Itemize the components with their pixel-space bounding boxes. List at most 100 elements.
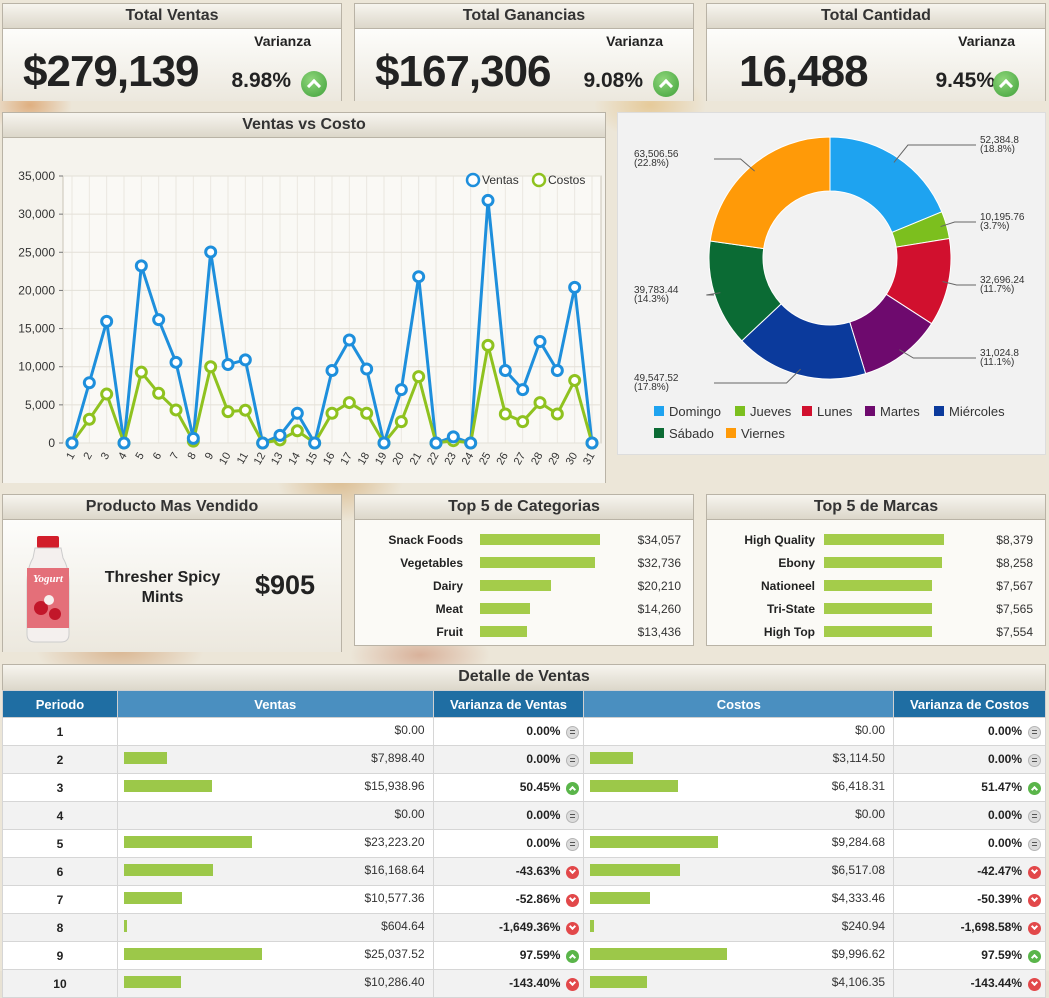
data-point-ventas bbox=[412, 270, 426, 284]
data-point-ventas bbox=[221, 358, 235, 372]
varianza-ventas-value: -43.63% bbox=[515, 864, 561, 879]
costos-bar bbox=[590, 752, 634, 764]
x-tick-label: 15 bbox=[304, 451, 321, 468]
data-point-costos bbox=[100, 387, 114, 401]
donut-pct-label: (17.8%) bbox=[634, 382, 669, 393]
ventas-amount: $10,286.40 bbox=[364, 975, 425, 989]
kpi-title: Total Ganancias bbox=[355, 4, 693, 29]
x-tick-label: 4 bbox=[116, 451, 129, 462]
x-tick-label: 14 bbox=[286, 451, 303, 468]
top5-name: Fruit bbox=[436, 625, 463, 639]
ventas-bar bbox=[123, 920, 128, 932]
varianza-costos-value: 97.59% bbox=[981, 948, 1022, 963]
data-point-costos bbox=[516, 415, 530, 429]
arrow-up-icon bbox=[301, 71, 327, 97]
varianza-ventas-value: 0.00% bbox=[526, 808, 561, 823]
varianza-ventas-value: 97.59% bbox=[519, 948, 561, 963]
equal-icon bbox=[1028, 809, 1041, 823]
x-tick-label: 9 bbox=[203, 451, 216, 462]
top5-row: Meat $14,260 bbox=[355, 599, 693, 619]
equal-icon bbox=[1028, 837, 1041, 851]
varianza-costos-value: 51.47% bbox=[981, 780, 1022, 795]
equal-icon bbox=[566, 753, 580, 767]
top-categories-title: Top 5 de Categorias bbox=[355, 495, 693, 520]
top-brands-title: Top 5 de Marcas bbox=[707, 495, 1045, 520]
top-product-title: Producto Mas Vendido bbox=[3, 495, 341, 520]
table-row[interactable]: 2 $7,898.40 0.00% $3,114.50 0.00% bbox=[2, 745, 1046, 774]
data-point-costos bbox=[221, 405, 235, 419]
x-tick-label: 31 bbox=[581, 451, 598, 468]
header-ventas[interactable]: Ventas bbox=[116, 690, 434, 718]
header-varianza-costos[interactable]: Varianza de Costos bbox=[893, 690, 1046, 718]
table-row[interactable]: 8 $604.64 -1,649.36% $240.94 -1,698.58% bbox=[2, 913, 1046, 942]
data-point-costos bbox=[481, 338, 495, 352]
varianza-costos-value: 0.00% bbox=[987, 724, 1022, 739]
legend-marker bbox=[465, 172, 481, 188]
table-row[interactable]: 7 $10,577.36 -52.86% $4,333.46 -50.39% bbox=[2, 885, 1046, 914]
kpi-total-cantidad: Total Cantidad Varianza 16,488 9.45% bbox=[706, 3, 1046, 101]
costos-bar bbox=[590, 976, 647, 988]
arrow-up-icon bbox=[566, 949, 580, 963]
top5-value: $7,554 bbox=[996, 625, 1033, 639]
yogurt-bottle-label: Yogurt bbox=[33, 573, 64, 585]
x-tick-label: 7 bbox=[168, 451, 181, 462]
cell-periodo: 9 bbox=[2, 941, 118, 970]
x-tick-label: 2 bbox=[81, 451, 94, 462]
top-brands-list: High Quality $8,379 Ebony $8,258 Nationeel $7… bbox=[707, 520, 1045, 646]
top5-row: Nationeel $7,567 bbox=[707, 576, 1045, 596]
kpi-title: Total Cantidad bbox=[707, 4, 1045, 29]
arrow-down-icon bbox=[1028, 977, 1041, 991]
y-tick-label: 15,000 bbox=[18, 322, 55, 336]
cell-ventas: $10,286.40 bbox=[116, 969, 434, 998]
varianza-ventas-value: -143.40% bbox=[509, 976, 561, 991]
costos-bar bbox=[590, 892, 650, 904]
top5-name: Ebony bbox=[778, 556, 815, 570]
varianza-ventas-value: 50.45% bbox=[519, 780, 561, 795]
table-row[interactable]: 4 $0.00 0.00% $0.00 0.00% bbox=[2, 801, 1046, 830]
table-row[interactable]: 1 $0.00 0.00% $0.00 0.00% bbox=[2, 717, 1046, 746]
top5-row: High Quality $8,379 bbox=[707, 530, 1045, 550]
y-tick-label: 20,000 bbox=[18, 283, 55, 297]
arrow-down-icon bbox=[566, 977, 580, 991]
donut-value-label: 49,547.52 bbox=[634, 373, 679, 384]
kpi-variance-label: Varianza bbox=[958, 33, 1015, 49]
header-costos[interactable]: Costos bbox=[583, 690, 895, 718]
cell-ventas: $7,898.40 bbox=[116, 745, 434, 774]
cell-periodo: 8 bbox=[2, 913, 118, 942]
donut-leader-line bbox=[714, 368, 801, 384]
arrow-up-icon bbox=[566, 781, 580, 795]
cell-costos: $4,106.35 bbox=[583, 969, 895, 998]
table-row[interactable]: 6 $16,168.64 -43.63% $6,517.08 -42.47% bbox=[2, 857, 1046, 886]
data-point-ventas bbox=[100, 314, 114, 328]
data-point-costos bbox=[394, 415, 408, 429]
equal-icon bbox=[566, 837, 580, 851]
table-row[interactable]: 3 $15,938.96 50.45% $6,418.31 51.47% bbox=[2, 773, 1046, 802]
costos-amount: $4,106.35 bbox=[831, 975, 886, 989]
donut-slice-viernes bbox=[709, 136, 831, 250]
top5-value: $8,258 bbox=[996, 556, 1033, 570]
legend-label: Viernes bbox=[741, 426, 785, 441]
kpi-value: $167,306 bbox=[375, 47, 552, 96]
kpi-variance-label: Varianza bbox=[254, 33, 311, 49]
header-varianza-ventas[interactable]: Varianza de Ventas bbox=[432, 690, 585, 718]
data-point-costos bbox=[412, 370, 426, 384]
ventas-amount: $0.00 bbox=[394, 723, 425, 737]
donut-value-label: 10,195.76 bbox=[980, 212, 1025, 223]
cell-varianza-costos: -42.47% bbox=[893, 857, 1046, 886]
table-row[interactable]: 5 $23,223.20 0.00% $9,284.68 0.00% bbox=[2, 829, 1046, 858]
header-periodo[interactable]: Periodo bbox=[2, 690, 118, 718]
ventas-bar bbox=[123, 864, 214, 876]
top5-bar bbox=[824, 534, 944, 545]
cell-ventas: $15,938.96 bbox=[116, 773, 434, 802]
top5-bar bbox=[824, 580, 933, 591]
cell-ventas: $604.64 bbox=[116, 913, 434, 942]
x-tick-label: 5 bbox=[133, 451, 146, 462]
x-tick-label: 17 bbox=[338, 451, 355, 468]
legend-label: Sábado bbox=[669, 426, 714, 441]
cell-costos: $9,284.68 bbox=[583, 829, 895, 858]
y-tick-label: 5,000 bbox=[25, 398, 55, 412]
top5-bar bbox=[824, 626, 933, 637]
table-row[interactable]: 10 $10,286.40 -143.40% $4,106.35 -143.44% bbox=[2, 969, 1046, 998]
table-row[interactable]: 9 $25,037.52 97.59% $9,996.62 97.59% bbox=[2, 941, 1046, 970]
varianza-costos-value: 0.00% bbox=[987, 836, 1022, 851]
